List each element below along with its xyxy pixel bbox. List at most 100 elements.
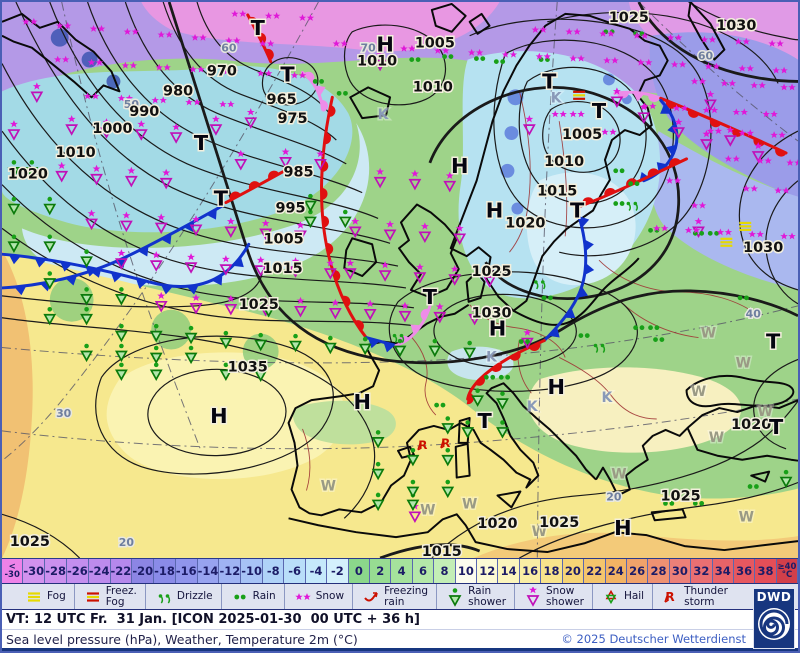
rain-symbol <box>474 56 486 61</box>
svg-text:T: T <box>280 62 295 86</box>
scale-cell: -24 <box>88 559 111 583</box>
snow_shower-symbol <box>378 261 392 282</box>
svg-text:K: K <box>486 349 498 365</box>
legend-label: Drizzle <box>176 590 213 603</box>
svg-text:T: T <box>194 131 209 155</box>
snow_shower-symbol <box>169 123 183 144</box>
snow-icon <box>294 592 311 600</box>
svg-text:1030: 1030 <box>743 240 783 256</box>
legend-item-rain: Rain <box>222 584 285 609</box>
rain_shower-symbol <box>25 160 39 179</box>
rain_shower-symbol <box>428 338 442 358</box>
snow_shower-symbol <box>234 149 248 171</box>
drizzle-symbol <box>593 343 606 353</box>
rain_shower-symbol <box>80 343 93 363</box>
snow-symbol <box>264 12 281 19</box>
legend-label: Rain <box>252 590 276 603</box>
svg-text:1010: 1010 <box>413 79 453 95</box>
scale-cell: -18 <box>154 559 176 583</box>
svg-text:T: T <box>214 187 229 211</box>
dwd-logo: DWD <box>753 588 795 649</box>
drizzle-icon <box>158 593 171 603</box>
snow-symbol <box>716 228 733 236</box>
snow_shower-symbol <box>279 147 292 169</box>
snow-symbol <box>121 61 138 69</box>
rain_shower-symbol <box>441 447 455 467</box>
snow-symbol <box>55 22 72 29</box>
svg-text:W: W <box>532 524 547 540</box>
legend-item-fog: Fog <box>16 584 75 609</box>
rain_shower-symbol <box>184 345 198 365</box>
svg-text:1000: 1000 <box>92 121 132 137</box>
snow-symbol <box>690 201 707 209</box>
rain-symbol <box>442 54 454 59</box>
rain-symbol <box>518 339 530 344</box>
product-row: Sea level pressure (hPa), Weather, Tempe… <box>2 630 798 648</box>
scale-cell: 10 <box>455 559 478 583</box>
snow_shower-symbol <box>134 120 148 141</box>
snow-symbol <box>702 106 719 114</box>
scale-cell: 0 <box>348 559 371 583</box>
snow-symbol <box>569 54 585 62</box>
rain_shower-symbol <box>149 362 163 382</box>
snow-symbol <box>770 131 786 139</box>
svg-text:W: W <box>736 355 751 371</box>
snow-symbol <box>750 81 766 89</box>
snow_shower-symbol <box>343 259 357 280</box>
svg-text:1030: 1030 <box>716 18 756 34</box>
snow_shower-symbol <box>90 164 103 186</box>
drizzle-symbol <box>392 333 405 344</box>
snow_shower-symbol <box>610 87 624 108</box>
scale-cell: 22 <box>584 559 606 583</box>
snow_shower-symbol <box>244 108 258 129</box>
snow-symbol <box>53 55 70 63</box>
snow_shower-symbol <box>224 294 238 316</box>
svg-text:1025: 1025 <box>239 297 279 313</box>
snow_shower-symbol <box>313 149 327 171</box>
snow-symbol <box>191 33 207 41</box>
rain_shower-symbol <box>304 193 317 213</box>
snow_shower-symbol <box>408 169 422 191</box>
svg-text:H: H <box>547 375 564 399</box>
scale-cell: 32 <box>691 559 713 583</box>
snow-symbol <box>258 39 275 47</box>
scale-cell: -12 <box>219 559 242 583</box>
snow-symbol <box>738 64 754 72</box>
rain-symbol <box>312 79 324 84</box>
snow_shower-symbol <box>154 291 168 313</box>
scale-cell: -10 <box>241 559 263 583</box>
svg-text:W: W <box>321 478 336 494</box>
snow-symbol <box>700 35 717 43</box>
svg-text:T: T <box>477 409 492 433</box>
svg-text:R: R <box>418 438 427 452</box>
rain-symbol <box>737 295 749 301</box>
svg-text:1025: 1025 <box>661 488 701 504</box>
rain-symbol <box>493 59 506 64</box>
svg-text:R: R <box>665 590 674 604</box>
snow_shower-symbol <box>413 263 427 284</box>
scale-cell: -26 <box>66 559 89 583</box>
snow-symbol <box>706 127 723 135</box>
snow_shower-symbol <box>398 301 412 323</box>
snow-symbol <box>684 226 701 234</box>
bottom-bar <box>2 648 798 651</box>
rain_shower-symbol <box>149 345 163 365</box>
svg-text:60: 60 <box>221 42 237 55</box>
snow_shower-symbol <box>254 256 268 277</box>
rain_shower-symbol <box>43 271 57 290</box>
scale-cell: 30 <box>669 559 692 583</box>
snow_shower-symbol <box>30 82 44 104</box>
svg-text:K: K <box>527 399 539 415</box>
snow-symbol <box>83 92 100 100</box>
rain-symbol <box>653 337 665 342</box>
svg-text:T: T <box>592 99 607 123</box>
scale-cell: 4 <box>391 559 413 583</box>
snow-symbol <box>734 37 750 45</box>
snow_shower-symbol <box>700 130 713 151</box>
rain_shower-symbol <box>184 325 198 345</box>
snow-symbol <box>690 77 707 85</box>
svg-text:H: H <box>614 516 631 540</box>
legend-label: Thunder storm <box>684 585 728 608</box>
snow_shower-symbol <box>418 222 432 244</box>
rain-symbol <box>578 333 590 338</box>
